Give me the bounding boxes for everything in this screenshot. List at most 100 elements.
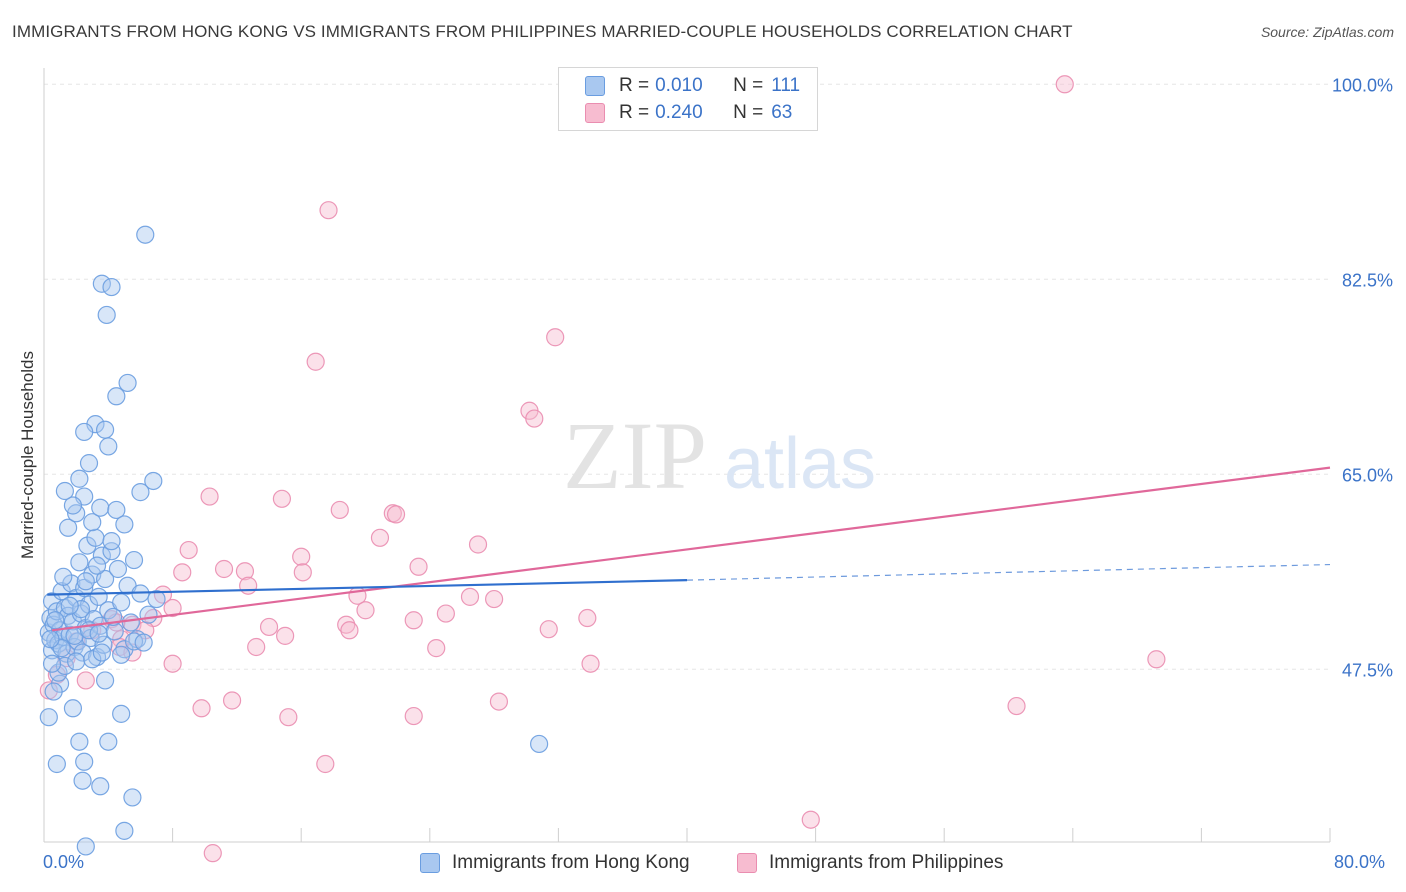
philippines-point-59 — [316, 754, 335, 774]
hong-kong-point-56 — [55, 481, 74, 501]
philippines-point-1 — [319, 201, 338, 220]
philippines-point-10 — [386, 505, 406, 524]
philippines-point-37 — [539, 620, 558, 639]
hong-kong-point-48 — [139, 605, 158, 624]
philippines-point-26 — [356, 601, 375, 620]
philippines-point-34 — [259, 617, 279, 637]
hong-kong-point-38 — [102, 542, 121, 561]
hong-kong-point-77 — [39, 708, 58, 727]
philippines-point-57 — [404, 706, 423, 726]
grid-lines — [44, 83, 1330, 670]
watermark-zip: ZIP — [563, 402, 707, 509]
philippines-point-24 — [485, 589, 504, 609]
hong-kong-point-40 — [108, 559, 128, 579]
hong-kong-point-49 — [147, 589, 166, 609]
philippines-point-36 — [404, 611, 423, 630]
hong-kong-point-66 — [144, 471, 163, 491]
philippines-point-5 — [525, 409, 544, 428]
philippines-point-11 — [370, 528, 390, 547]
hong-kong-point-62 — [75, 422, 94, 442]
philippines-point-43 — [427, 639, 446, 658]
legend-r-value: 0.010 — [655, 75, 703, 96]
hong-kong-point-42 — [115, 640, 134, 659]
legend-n-label: N = — [733, 102, 764, 123]
philippines-point-23 — [460, 587, 480, 606]
legend-r-label: R = — [619, 75, 650, 96]
hong-kong-point-64 — [107, 387, 126, 406]
hong-kong-point-50 — [59, 518, 78, 537]
legend-n-label: N = — [733, 75, 764, 96]
hong-kong-point-110 — [42, 654, 62, 673]
hong-kong-point-79 — [99, 732, 118, 751]
hong-kong-point-94 — [112, 645, 131, 664]
trend-lines — [47, 466, 1331, 632]
trend-line-hong-kong — [47, 579, 688, 596]
legend-item-hong-kong: Immigrants from Hong Kong — [420, 852, 690, 874]
hong-kong-point-59 — [79, 454, 99, 473]
hong-kong-point-85 — [123, 788, 142, 807]
legend-swatch-philippines — [585, 103, 605, 123]
hong-kong-point-93 — [92, 643, 111, 662]
legend-label-philippines: Immigrants from Philippines — [769, 852, 1004, 873]
philippines-point-12 — [468, 535, 488, 554]
hong-kong-point-72 — [97, 305, 116, 325]
hong-kong-point-91 — [67, 652, 86, 671]
philippines-point-38 — [340, 621, 359, 640]
philippines-point-46 — [163, 654, 182, 673]
philippines-point-27 — [436, 604, 455, 623]
hong-kong-point-105 — [89, 624, 108, 643]
hong-kong-point-63 — [95, 420, 115, 439]
hong-kong-point-53 — [63, 496, 83, 515]
hong-kong-point-98 — [46, 611, 65, 630]
philippines-point-61 — [203, 844, 222, 863]
hong-kong-point-97 — [87, 556, 107, 575]
correlation-legend: R = 0.010 N = 111 R = 0.240 N = 63 — [558, 67, 818, 131]
philippines-point-0 — [1055, 75, 1074, 94]
hong-kong-point-84 — [91, 777, 110, 796]
hong-kong-point-69 — [131, 483, 150, 502]
hong-kong-point-81 — [47, 754, 66, 774]
series-hong-kong-points — [39, 225, 549, 856]
philippines-point-49 — [76, 671, 95, 690]
philippines-point-48 — [1147, 650, 1166, 669]
hong-kong-point-57 — [91, 498, 110, 517]
series-philippines-points — [39, 75, 1166, 863]
trend-line-hong-kong-extension — [686, 563, 1331, 581]
legend-n-value: 63 — [771, 102, 793, 123]
hong-kong-point-100 — [71, 600, 91, 619]
legend-n-value: 111 — [771, 75, 801, 96]
philippines-point-15 — [214, 559, 234, 579]
philippines-point-58 — [1007, 696, 1026, 716]
chart-title: IMMIGRANTS FROM HONG KONG VS IMMIGRANTS … — [12, 22, 1073, 41]
y-tick-label-1: 65.0% — [1342, 465, 1393, 485]
philippines-point-17 — [173, 563, 192, 582]
hong-kong-point-78 — [70, 732, 89, 751]
philippines-point-47 — [581, 654, 600, 673]
hong-kong-point-86 — [115, 821, 134, 840]
legend-swatch-philippines — [737, 853, 757, 873]
y-tick-label-2: 82.5% — [1342, 270, 1393, 290]
hong-kong-point-61 — [99, 437, 118, 456]
philippines-point-2 — [546, 328, 565, 347]
hong-kong-point-89 — [49, 663, 68, 682]
legend-r-value: 0.240 — [655, 102, 703, 123]
series-legend: Immigrants from Hong Kong Immigrants fro… — [0, 852, 1406, 878]
philippines-point-53 — [222, 691, 242, 710]
legend-swatch-hong-kong — [585, 76, 605, 96]
hong-kong-point-45 — [124, 550, 144, 570]
y-tick-labels: 47.5% 65.0% 82.5% 100.0% — [1332, 75, 1393, 680]
y-tick-label-3: 100.0% — [1332, 75, 1393, 95]
philippines-point-25 — [163, 598, 182, 618]
axes — [43, 68, 1331, 843]
hong-kong-point-20 — [70, 553, 89, 572]
philippines-point-56 — [279, 708, 298, 727]
hong-kong-point-65 — [118, 373, 137, 393]
x-tick-label-min: 0.0% — [43, 852, 85, 872]
philippines-point-8 — [330, 500, 349, 520]
hong-kong-point-96 — [76, 572, 95, 591]
philippines-point-6 — [200, 487, 219, 506]
hong-kong-point-44 — [121, 613, 140, 632]
hong-kong-point-70 — [92, 274, 111, 293]
legend-row-philippines: R = 0.240 N = 63 — [585, 101, 792, 125]
